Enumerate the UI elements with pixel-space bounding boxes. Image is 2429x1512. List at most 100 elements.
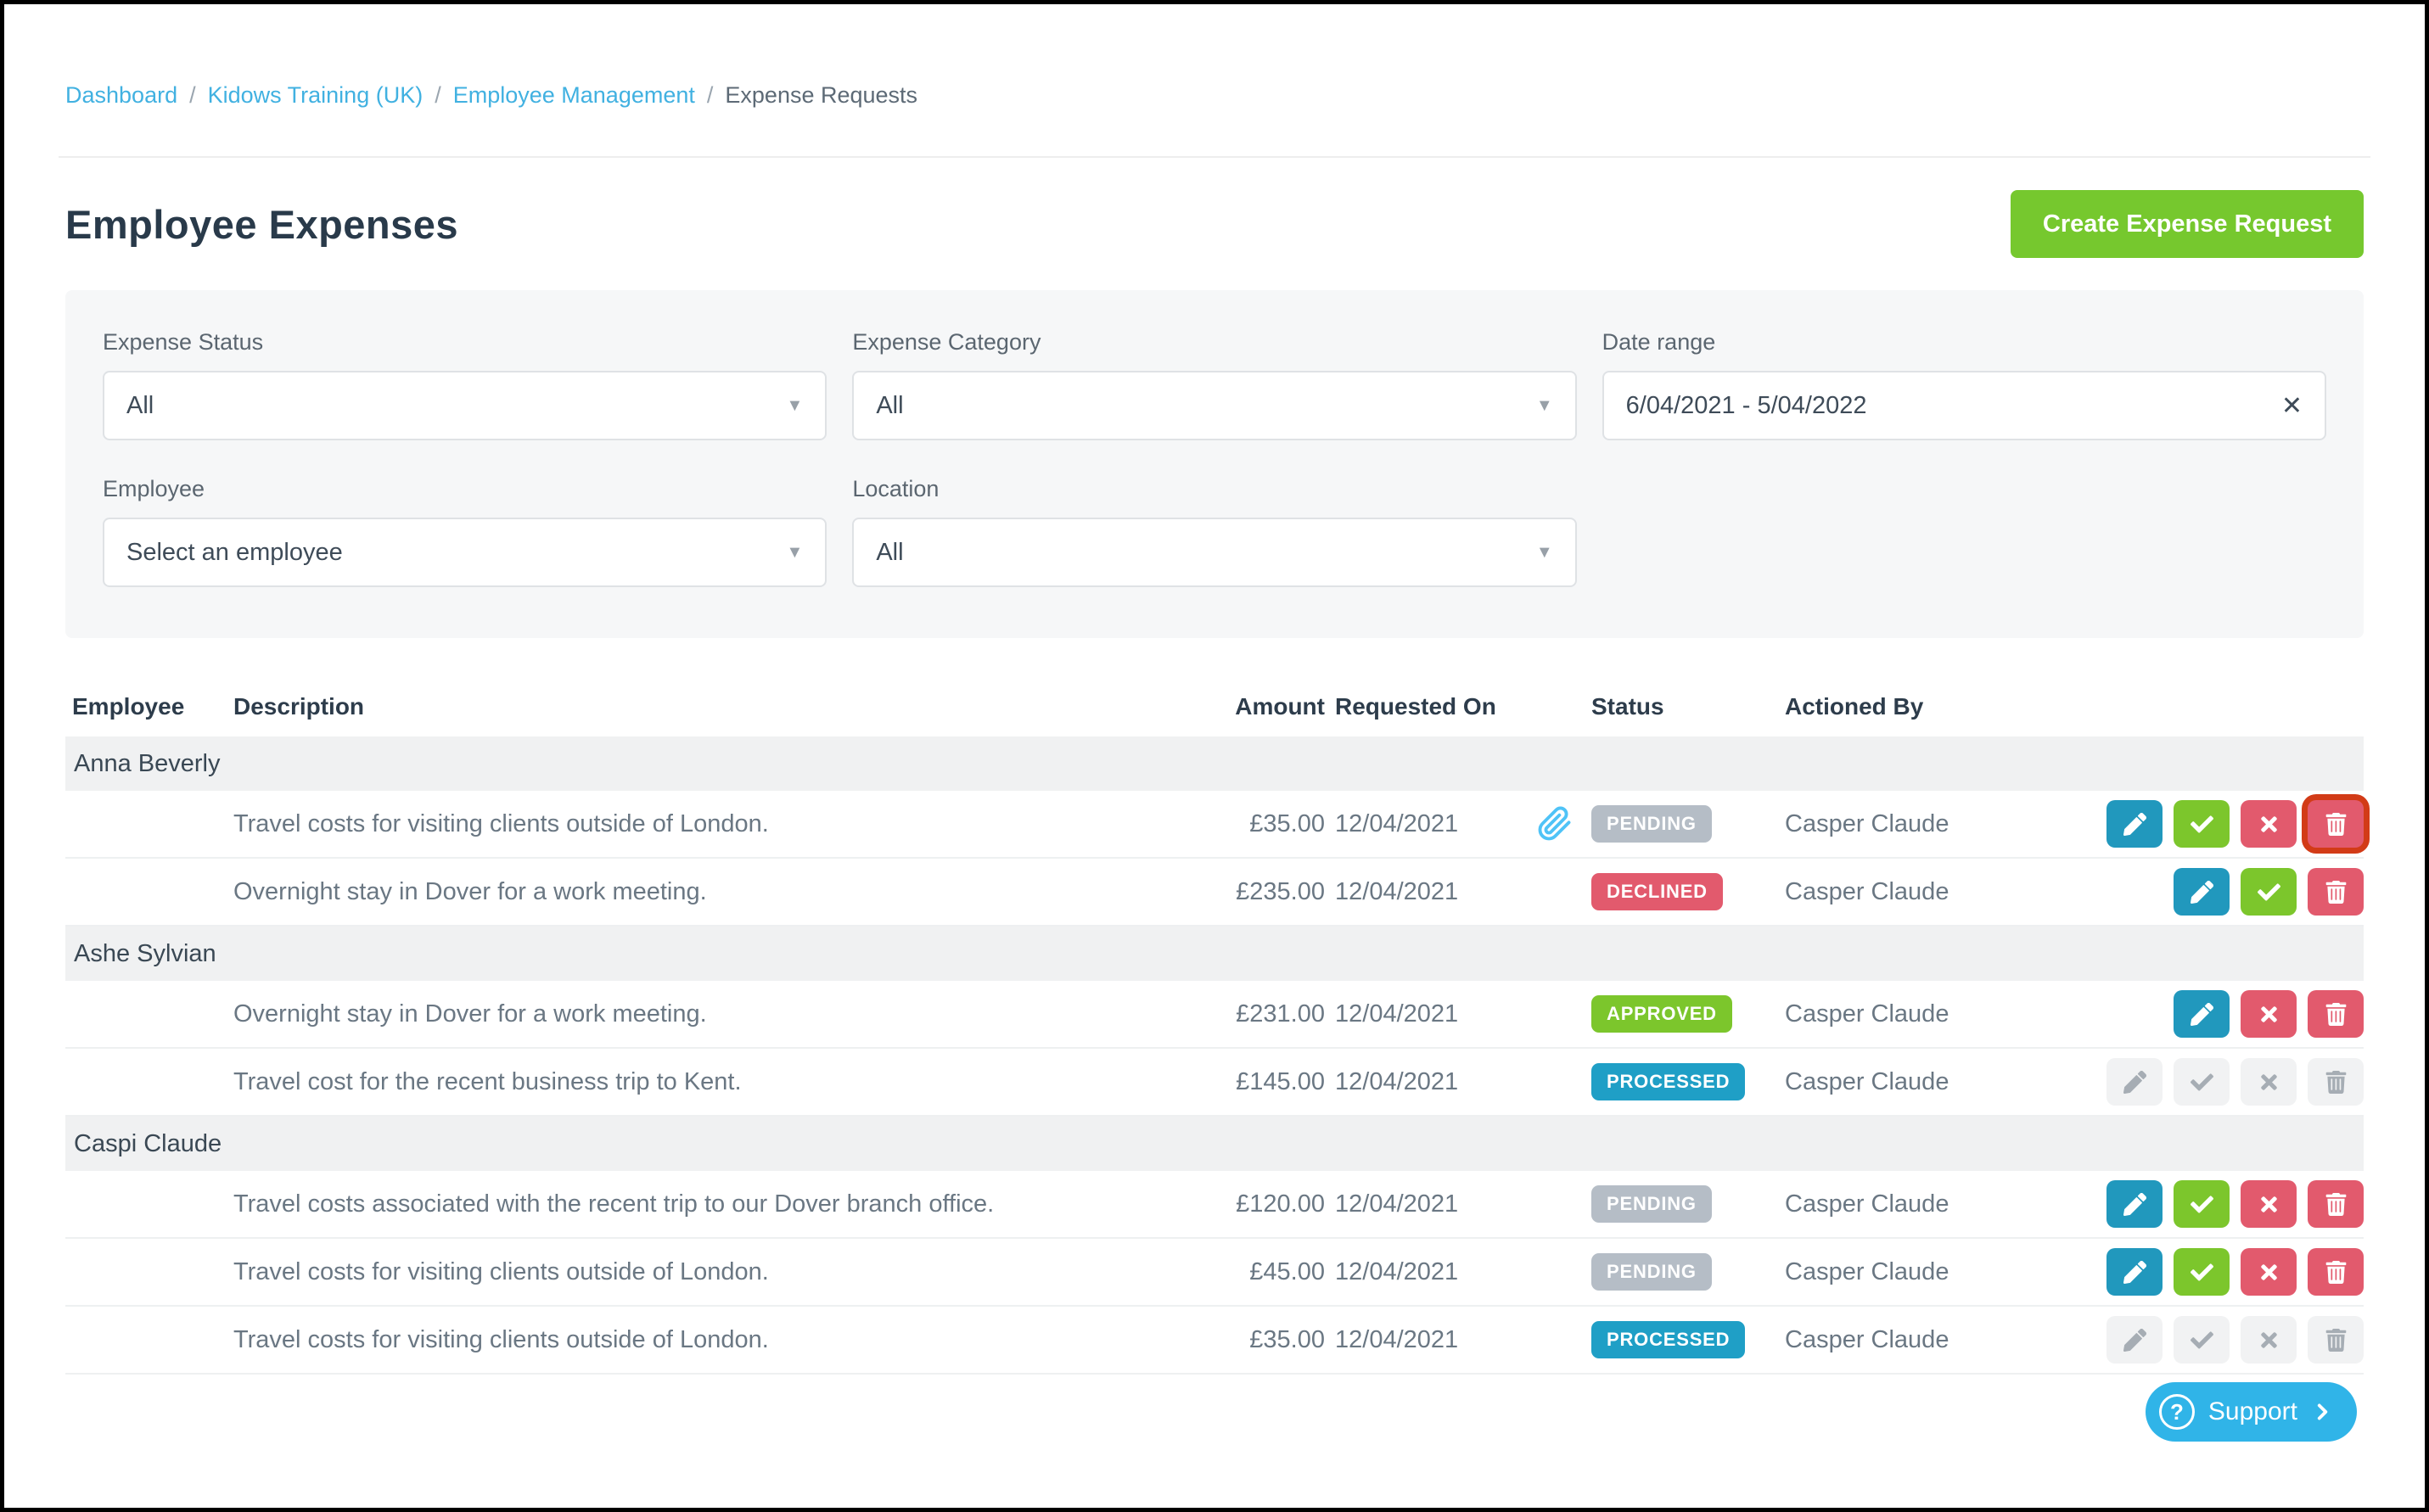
pencil-icon <box>2190 880 2213 904</box>
trash-icon <box>2325 1070 2346 1094</box>
delete-button[interactable] <box>2308 1180 2364 1228</box>
expense-actions <box>2058 1248 2364 1296</box>
chevron-down-icon: ▼ <box>786 395 804 415</box>
title-row: Employee Expenses Create Expense Request <box>65 190 2364 258</box>
decline-button[interactable] <box>2241 1248 2297 1296</box>
edit-button[interactable] <box>2174 990 2230 1038</box>
delete-button[interactable] <box>2308 868 2364 916</box>
expense-status-cell: DECLINED <box>1523 873 1778 910</box>
edit-button <box>2106 1316 2163 1364</box>
expense-status-cell: APPROVED <box>1523 995 1778 1033</box>
column-employee: Employee <box>72 693 185 720</box>
status-badge: DECLINED <box>1591 873 1723 910</box>
status-badge: PENDING <box>1591 1185 1712 1223</box>
expense-status-cell: PROCESSED <box>1523 1321 1778 1358</box>
expense-requested-on: 12/04/2021 <box>1335 1000 1459 1028</box>
trash-icon <box>2325 1002 2346 1026</box>
location-label: Location <box>852 476 940 501</box>
column-status: Status <box>1591 693 1664 720</box>
employee-group-row: Ashe Sylvian <box>65 927 2364 981</box>
expense-amount: £235.00 <box>1236 877 1325 905</box>
question-circle-icon: ? <box>2158 1394 2195 1430</box>
expense-requested-on: 12/04/2021 <box>1335 1257 1459 1285</box>
expense-status-select[interactable]: All ▼ <box>103 371 827 440</box>
breadcrumb-separator: / <box>189 82 196 108</box>
breadcrumb-dashboard[interactable]: Dashboard <box>65 82 178 108</box>
delete-button <box>2308 1058 2364 1106</box>
trash-icon <box>2325 880 2346 904</box>
trash-icon <box>2325 1192 2346 1216</box>
expense-description: Travel costs associated with the recent … <box>233 1190 995 1218</box>
filter-employee: Employee Select an employee ▼ <box>103 476 827 587</box>
expense-amount: £120.00 <box>1236 1190 1325 1218</box>
expense-status-cell: PENDING <box>1523 1185 1778 1223</box>
check-icon <box>2257 882 2280 901</box>
expense-description: Overnight stay in Dover for a work meeti… <box>233 877 707 905</box>
breadcrumb-expense-requests: Expense Requests <box>725 82 918 108</box>
expense-status-cell: PENDING <box>1523 805 1778 843</box>
pencil-icon <box>2190 1002 2213 1026</box>
support-button[interactable]: ? Support <box>2145 1382 2357 1442</box>
expense-requested-on: 12/04/2021 <box>1335 809 1459 837</box>
approve-button[interactable] <box>2241 868 2297 916</box>
expense-row: Travel costs associated with the recent … <box>65 1171 2364 1239</box>
pencil-icon <box>2123 1192 2146 1216</box>
delete-button <box>2308 1316 2364 1364</box>
delete-button[interactable] <box>2308 990 2364 1038</box>
expense-actioned-by: Casper Claude <box>1785 1000 1949 1028</box>
decline-button <box>2241 1316 2297 1364</box>
edit-button[interactable] <box>2106 800 2163 848</box>
filter-location: Location All ▼ <box>852 476 1577 587</box>
filter-expense-category: Expense Category All ▼ <box>852 329 1577 440</box>
expense-description: Travel cost for the recent business trip… <box>233 1067 742 1095</box>
breadcrumb-kidows-training[interactable]: Kidows Training (UK) <box>207 82 424 108</box>
date-range-input[interactable]: 6/04/2021 - 5/04/2022 ✕ <box>1602 371 2326 440</box>
expense-actioned-by: Casper Claude <box>1785 1257 1949 1285</box>
support-label: Support <box>2207 1397 2297 1425</box>
filter-date-range: Date range 6/04/2021 - 5/04/2022 ✕ <box>1602 329 2326 440</box>
approve-button[interactable] <box>2174 1248 2230 1296</box>
expense-table-body: Anna Beverly Travel costs for visiting cl… <box>65 736 2364 1375</box>
decline-button[interactable] <box>2241 990 2297 1038</box>
breadcrumb-employee-management[interactable]: Employee Management <box>452 82 695 108</box>
expense-row: Overnight stay in Dover for a work meeti… <box>65 859 2364 927</box>
expense-table-header: Employee Description Amount Requested On… <box>65 677 2364 736</box>
chevron-down-icon: ▼ <box>1535 395 1553 415</box>
expense-actioned-by: Casper Claude <box>1785 1067 1949 1095</box>
decline-button[interactable] <box>2241 800 2297 848</box>
expense-actioned-by: Casper Claude <box>1785 809 1949 837</box>
delete-button[interactable] <box>2308 1248 2364 1296</box>
pencil-icon <box>2123 812 2146 836</box>
chevron-down-icon: ▼ <box>1535 542 1553 562</box>
edit-button[interactable] <box>2106 1248 2163 1296</box>
location-value: All <box>876 538 904 566</box>
approve-button[interactable] <box>2174 800 2230 848</box>
expense-requested-on: 12/04/2021 <box>1335 1325 1459 1353</box>
edit-button[interactable] <box>2106 1180 2163 1228</box>
location-select[interactable]: All ▼ <box>852 518 1577 587</box>
expense-amount: £35.00 <box>1249 809 1325 837</box>
expense-status-label: Expense Status <box>103 329 264 355</box>
employee-group-row: Caspi Claude <box>65 1117 2364 1171</box>
filter-expense-status: Expense Status All ▼ <box>103 329 827 440</box>
expense-amount: £145.00 <box>1236 1067 1325 1095</box>
x-icon <box>2260 1005 2277 1022</box>
clear-date-icon[interactable]: ✕ <box>2280 391 2303 420</box>
pencil-icon <box>2123 1328 2146 1352</box>
check-icon <box>2190 1195 2213 1213</box>
expense-requested-on: 12/04/2021 <box>1335 1190 1459 1218</box>
check-icon <box>2190 815 2213 833</box>
edit-button[interactable] <box>2174 868 2230 916</box>
decline-button[interactable] <box>2241 1180 2297 1228</box>
delete-button[interactable] <box>2308 800 2364 848</box>
employee-select[interactable]: Select an employee ▼ <box>103 518 827 587</box>
create-expense-request-button[interactable]: Create Expense Request <box>2010 190 2364 258</box>
status-badge: APPROVED <box>1591 995 1732 1033</box>
expense-category-select[interactable]: All ▼ <box>852 371 1577 440</box>
expense-amount: £35.00 <box>1249 1325 1325 1353</box>
approve-button[interactable] <box>2174 1180 2230 1228</box>
paperclip-icon <box>1538 806 1571 841</box>
expense-actions <box>2058 1180 2364 1228</box>
employee-group-name: Caspi Claude <box>74 1129 222 1157</box>
